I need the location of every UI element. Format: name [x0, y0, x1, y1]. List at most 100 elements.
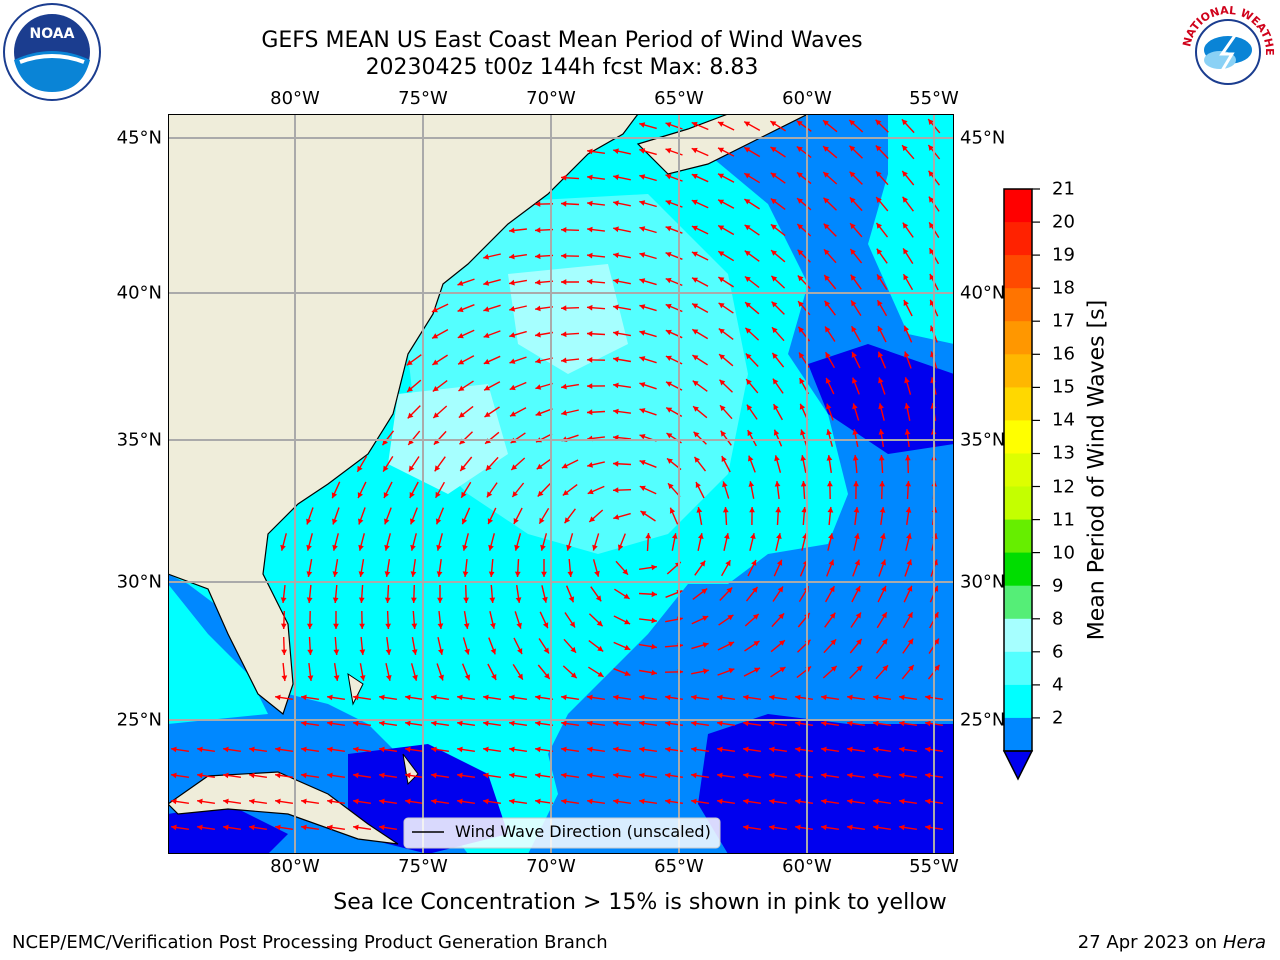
wind-wave-arrowhead — [490, 623, 496, 629]
wind-wave-arrowhead — [830, 666, 837, 672]
wind-wave-arrowhead — [829, 586, 835, 593]
colorbar-tick-label: 4 — [1052, 674, 1064, 696]
wind-wave-arrowhead — [306, 518, 312, 525]
wind-wave-arrowhead — [379, 720, 385, 727]
wind-wave-arrowhead — [728, 668, 735, 674]
wind-wave-arrowhead — [744, 276, 751, 282]
wind-wave-arrowhead — [517, 673, 523, 680]
wind-wave-arrowhead — [511, 464, 518, 470]
wind-wave-arrowhead — [853, 481, 859, 487]
wind-wave-arrowhead — [436, 571, 443, 577]
wind-wave-arrowhead — [587, 226, 593, 233]
wind-wave-arrowhead — [464, 674, 471, 681]
wind-wave-arrowhead — [825, 352, 831, 359]
lon-tick-top: 60°W — [782, 88, 832, 109]
wind-wave-arrowhead — [483, 306, 490, 312]
colorbar-tick-label: 11 — [1052, 509, 1075, 531]
wind-wave-arrowhead — [411, 623, 418, 629]
wind-wave-arrowhead — [744, 199, 751, 205]
wind-wave-arrowhead — [854, 559, 860, 566]
wind-wave-arrowhead — [749, 507, 755, 513]
wind-wave-arrowhead — [561, 410, 567, 416]
wind-wave-arrowhead — [799, 352, 805, 359]
wind-wave-arrowhead — [509, 384, 516, 391]
wind-wave-arrowhead — [171, 824, 177, 831]
wind-wave-arrowhead — [718, 277, 725, 283]
wind-wave-arrowhead — [223, 772, 229, 779]
wind-wave-arrowhead — [353, 746, 359, 753]
wind-wave-arrowhead — [509, 772, 515, 779]
wind-wave-arrowhead — [540, 544, 546, 551]
wind-wave-arrowhead — [752, 586, 758, 593]
wind-wave-arrowhead — [725, 560, 731, 567]
footer-date: 27 Apr 2023 on — [1077, 932, 1223, 953]
wind-wave-arrowhead — [795, 746, 801, 753]
wind-wave-arrowhead — [281, 649, 287, 655]
wind-wave-arrowhead — [405, 694, 411, 701]
wind-wave-arrowhead — [769, 694, 775, 701]
wind-wave-arrowhead — [905, 481, 912, 487]
wind-wave-arrowhead — [829, 612, 836, 619]
wind-wave-arrowhead — [826, 403, 832, 410]
wind-wave-arrowhead — [908, 665, 914, 671]
wind-wave-arrowhead — [851, 351, 857, 358]
wind-wave-arrowhead — [613, 798, 619, 805]
wind-wave-arrowhead — [639, 200, 646, 206]
wind-wave-arrowhead — [925, 824, 931, 831]
wind-wave-arrowhead — [435, 491, 441, 498]
wind-wave-arrowhead — [720, 405, 726, 412]
wind-wave-arrowhead — [331, 492, 338, 499]
colorbar-tick-label: 17 — [1052, 310, 1075, 332]
wind-wave-arrowhead — [691, 694, 697, 701]
colorbar-tick-label: 21 — [1052, 178, 1075, 200]
wind-wave-arrowhead — [903, 248, 909, 255]
wind-wave-arrowhead — [587, 383, 593, 389]
wind-wave-arrowhead — [639, 460, 646, 466]
wind-wave-arrowhead — [587, 694, 593, 701]
wind-wave-arrowhead — [639, 434, 646, 440]
wind-wave-arrowhead — [639, 226, 646, 232]
wind-wave-arrowhead — [876, 171, 882, 178]
wind-wave-arrowhead — [407, 386, 413, 392]
wind-wave-arrowhead — [353, 772, 359, 779]
wind-wave-arrowhead — [594, 570, 600, 577]
wind-wave-arrowhead — [728, 641, 735, 647]
wind-wave-arrowhead — [437, 623, 444, 629]
wind-wave-arrowhead — [769, 798, 775, 805]
wind-wave-arrowhead — [359, 649, 366, 655]
wind-wave-arrowhead — [460, 465, 466, 471]
wind-wave-arrowhead — [171, 746, 177, 753]
wind-wave-arrowhead — [772, 378, 779, 385]
wind-wave-arrowhead — [798, 326, 804, 333]
wind-wave-arrowhead — [307, 675, 314, 681]
wind-wave-arrowhead — [488, 544, 494, 551]
lon-tick-top: 65°W — [654, 88, 704, 109]
wind-wave-arrowhead — [357, 465, 363, 472]
wind-wave-arrowhead — [691, 746, 697, 753]
wind-wave-arrowhead — [718, 302, 725, 309]
wind-wave-arrowhead — [823, 146, 829, 152]
wind-wave-arrowhead — [613, 200, 619, 207]
chart-title: GEFS MEAN US East Coast Mean Period of W… — [261, 28, 863, 53]
wind-wave-arrowhead — [537, 490, 544, 497]
colorbar-segment — [1004, 552, 1032, 587]
wind-wave-arrowhead — [774, 455, 780, 462]
lon-tick-bottom: 80°W — [270, 856, 320, 877]
colorbar-tick-label: 2 — [1052, 707, 1064, 729]
land-bahamas — [347, 672, 419, 786]
wind-wave-arrowhead — [562, 490, 569, 496]
wind-wave-arrowhead — [699, 560, 706, 567]
wind-wave-arrowhead — [878, 377, 884, 384]
wind-wave-arrowhead — [774, 481, 781, 487]
wind-wave-arrowhead — [639, 746, 645, 753]
wind-wave-arrowhead — [613, 772, 619, 779]
wind-wave-arrowhead — [877, 300, 883, 307]
wind-wave-arrowhead — [824, 275, 830, 281]
lon-tick-top: 55°W — [909, 88, 959, 109]
wind-wave-arrowhead — [542, 596, 548, 603]
wind-wave-arrowhead — [639, 694, 645, 701]
wind-wave-arrowhead — [823, 223, 830, 230]
wind-wave-arrowhead — [433, 412, 440, 418]
wind-wave-arrowhead — [726, 587, 733, 594]
wind-wave-arrowhead — [797, 249, 804, 256]
